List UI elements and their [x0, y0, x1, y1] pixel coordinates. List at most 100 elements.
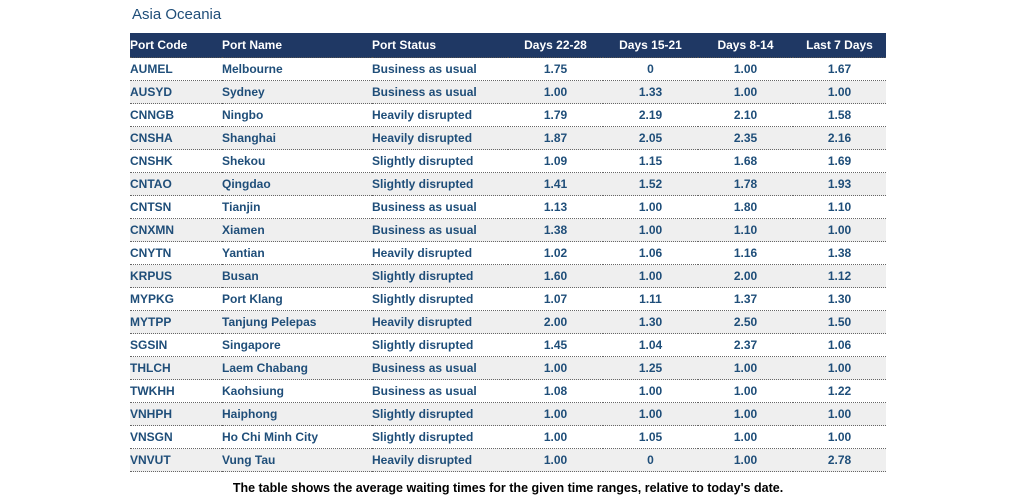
table-row: MYPKG Port Klang Slightly disrupted 1.07… [130, 287, 886, 311]
days-22-28-cell: 2.00 [508, 310, 603, 334]
port-name-cell: Port Klang [222, 287, 372, 311]
table-row: MYTPP Tanjung Pelepas Heavily disrupted … [130, 310, 886, 334]
port-code-cell: VNHPH [130, 402, 222, 426]
port-code-cell: VNVUT [130, 448, 222, 472]
port-name-cell: Shekou [222, 149, 372, 173]
port-status-cell: Slightly disrupted [372, 287, 508, 311]
port-code-cell: VNSGN [130, 425, 222, 449]
table-row: AUMEL Melbourne Business as usual 1.75 0… [130, 57, 886, 81]
port-code-cell: AUSYD [130, 80, 222, 104]
table-row: CNYTN Yantian Heavily disrupted 1.02 1.0… [130, 241, 886, 265]
port-name-cell: Shanghai [222, 126, 372, 150]
last-7-days-cell: 1.50 [793, 310, 886, 334]
column-header-last-7-days: Last 7 Days [793, 33, 886, 58]
port-code-cell: CNSHK [130, 149, 222, 173]
port-code-cell: CNSHA [130, 126, 222, 150]
days-22-28-cell: 1.02 [508, 241, 603, 265]
days-15-21-cell: 1.00 [603, 195, 698, 219]
days-8-14-cell: 1.68 [698, 149, 793, 173]
last-7-days-cell: 2.16 [793, 126, 886, 150]
days-15-21-cell: 1.15 [603, 149, 698, 173]
days-8-14-cell: 2.10 [698, 103, 793, 127]
port-code-cell: THLCH [130, 356, 222, 380]
port-status-cell: Business as usual [372, 57, 508, 81]
port-code-cell: MYPKG [130, 287, 222, 311]
days-8-14-cell: 1.37 [698, 287, 793, 311]
days-8-14-cell: 1.16 [698, 241, 793, 265]
port-name-cell: Busan [222, 264, 372, 288]
port-code-cell: AUMEL [130, 57, 222, 81]
port-status-cell: Slightly disrupted [372, 425, 508, 449]
days-22-28-cell: 1.75 [508, 57, 603, 81]
days-22-28-cell: 1.45 [508, 333, 603, 357]
port-code-cell: SGSIN [130, 333, 222, 357]
last-7-days-cell: 1.93 [793, 172, 886, 196]
port-status-cell: Slightly disrupted [372, 402, 508, 426]
days-15-21-cell: 2.05 [603, 126, 698, 150]
port-status-cell: Slightly disrupted [372, 264, 508, 288]
port-name-cell: Ho Chi Minh City [222, 425, 372, 449]
port-status-cell: Slightly disrupted [372, 149, 508, 173]
days-22-28-cell: 1.87 [508, 126, 603, 150]
days-8-14-cell: 2.37 [698, 333, 793, 357]
port-status-cell: Business as usual [372, 195, 508, 219]
last-7-days-cell: 2.78 [793, 448, 886, 472]
port-status-cell: Heavily disrupted [372, 448, 508, 472]
waiting-times-table: Port Code Port Name Port Status Days 22-… [130, 33, 886, 472]
days-8-14-cell: 1.00 [698, 57, 793, 81]
port-name-cell: Tianjin [222, 195, 372, 219]
days-15-21-cell: 1.05 [603, 425, 698, 449]
days-15-21-cell: 1.11 [603, 287, 698, 311]
last-7-days-cell: 1.10 [793, 195, 886, 219]
table-row: SGSIN Singapore Slightly disrupted 1.45 … [130, 333, 886, 357]
last-7-days-cell: 1.12 [793, 264, 886, 288]
port-name-cell: Yantian [222, 241, 372, 265]
days-22-28-cell: 1.41 [508, 172, 603, 196]
days-8-14-cell: 2.50 [698, 310, 793, 334]
port-code-cell: CNXMN [130, 218, 222, 242]
port-name-cell: Singapore [222, 333, 372, 357]
port-name-cell: Xiamen [222, 218, 372, 242]
region-title: Asia Oceania [132, 6, 222, 23]
days-22-28-cell: 1.08 [508, 379, 603, 403]
port-status-cell: Heavily disrupted [372, 126, 508, 150]
port-status-cell: Slightly disrupted [372, 333, 508, 357]
port-code-cell: CNTAO [130, 172, 222, 196]
days-22-28-cell: 1.07 [508, 287, 603, 311]
last-7-days-cell: 1.00 [793, 356, 886, 380]
port-code-cell: CNTSN [130, 195, 222, 219]
last-7-days-cell: 1.22 [793, 379, 886, 403]
table-row: VNSGN Ho Chi Minh City Slightly disrupte… [130, 425, 886, 449]
port-status-cell: Business as usual [372, 218, 508, 242]
table-row: THLCH Laem Chabang Business as usual 1.0… [130, 356, 886, 380]
table-row: CNTSN Tianjin Business as usual 1.13 1.0… [130, 195, 886, 219]
table-row: AUSYD Sydney Business as usual 1.00 1.33… [130, 80, 886, 104]
port-name-cell: Haiphong [222, 402, 372, 426]
region-section: Asia Oceania Port Code Port Name Port St… [130, 6, 886, 496]
port-status-cell: Heavily disrupted [372, 103, 508, 127]
days-22-28-cell: 1.60 [508, 264, 603, 288]
port-code-cell: KRPUS [130, 264, 222, 288]
port-name-cell: Kaohsiung [222, 379, 372, 403]
days-8-14-cell: 2.35 [698, 126, 793, 150]
table-row: VNVUT Vung Tau Heavily disrupted 1.00 0 … [130, 448, 886, 472]
table-row: VNHPH Haiphong Slightly disrupted 1.00 1… [130, 402, 886, 426]
days-22-28-cell: 1.00 [508, 425, 603, 449]
days-8-14-cell: 1.00 [698, 356, 793, 380]
port-status-cell: Slightly disrupted [372, 172, 508, 196]
days-8-14-cell: 1.00 [698, 448, 793, 472]
days-8-14-cell: 1.78 [698, 172, 793, 196]
table-footnote: The table shows the average waiting time… [232, 481, 784, 495]
days-22-28-cell: 1.00 [508, 448, 603, 472]
header-row: Port Code Port Name Port Status Days 22-… [130, 33, 886, 58]
port-name-cell: Melbourne [222, 57, 372, 81]
last-7-days-cell: 1.30 [793, 287, 886, 311]
days-22-28-cell: 1.38 [508, 218, 603, 242]
days-8-14-cell: 1.00 [698, 402, 793, 426]
column-header-days-15-21: Days 15-21 [603, 33, 698, 58]
days-22-28-cell: 1.79 [508, 103, 603, 127]
port-name-cell: Vung Tau [222, 448, 372, 472]
last-7-days-cell: 1.00 [793, 425, 886, 449]
days-22-28-cell: 1.00 [508, 80, 603, 104]
